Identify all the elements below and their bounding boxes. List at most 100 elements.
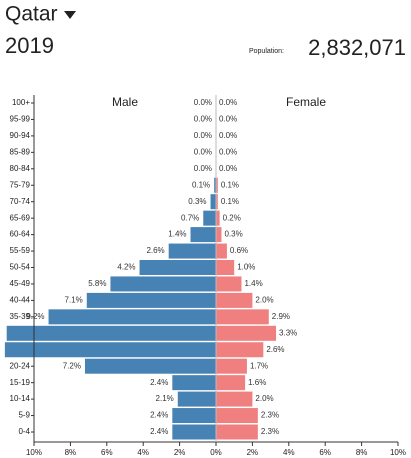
male-value-label: 7.2%	[63, 361, 81, 370]
female-value-label: 1.6%	[248, 378, 266, 387]
female-bar	[216, 177, 218, 193]
female-value-label: 0.1%	[221, 197, 239, 206]
age-label: 45-49	[10, 279, 31, 288]
male-bar	[214, 177, 216, 193]
female-value-label: 2.9%	[272, 312, 290, 321]
male-bar	[4, 342, 216, 358]
male-value-label: 0.0%	[194, 164, 212, 173]
male-value-label: 2.6%	[146, 246, 164, 255]
male-value-label: 4.2%	[117, 263, 135, 272]
age-label: 55-59	[10, 246, 31, 255]
female-value-label: 0.3%	[224, 230, 242, 239]
male-value-label: 1.4%	[168, 230, 186, 239]
population: 2,832,071	[308, 35, 406, 60]
female-value-label: 0.0%	[219, 164, 237, 173]
x-tick-label: 4%	[137, 448, 149, 457]
male-value-label: 0.0%	[194, 147, 212, 156]
dropdown-arrow[interactable]	[64, 11, 76, 19]
female-bar	[216, 358, 247, 374]
male-bar	[172, 408, 216, 424]
female-value-label: 0.1%	[221, 180, 239, 189]
age-label: 85-89	[10, 147, 31, 156]
female-value-label: 0.0%	[219, 147, 237, 156]
female-value-label: 1.4%	[244, 279, 262, 288]
male-bar	[84, 358, 217, 374]
x-tick-label: 8%	[65, 448, 77, 457]
male-value-label: 9.2%	[26, 312, 44, 321]
male-bar	[203, 210, 216, 226]
female-value-label: 0.2%	[223, 213, 241, 222]
age-label: 35-39	[10, 312, 31, 321]
age-label: 75-79	[10, 180, 31, 189]
female-value-label: 2.6%	[266, 345, 284, 354]
female-bar	[216, 292, 253, 308]
male-value-label: 0.1%	[192, 180, 210, 189]
female-value-label: 0.0%	[219, 131, 237, 140]
male-bar	[172, 424, 216, 440]
male-value-label: 2.1%	[156, 394, 174, 403]
female-bar	[216, 210, 220, 226]
male-value-label: 0.0%	[194, 115, 212, 124]
female-bar	[216, 260, 235, 275]
male-bar	[139, 260, 216, 275]
male-value-label: 5.8%	[88, 279, 106, 288]
age-label: 5-9	[18, 411, 30, 420]
age-label: 65-69	[10, 213, 31, 222]
female-bar	[216, 227, 222, 243]
age-label: 20-24	[10, 361, 31, 370]
male-value-label: 2.4%	[150, 378, 168, 387]
age-label: 70-74	[10, 197, 31, 206]
male-value-label: 2.4%	[150, 411, 168, 420]
female-value-label: 1.7%	[250, 361, 268, 370]
female-value-label: 0.6%	[230, 246, 248, 255]
age-label: 40-44	[10, 296, 31, 305]
x-tick-label: 2%	[174, 448, 186, 457]
female-value-label: 1.0%	[237, 263, 255, 272]
age-label: 60-64	[10, 230, 31, 239]
age-label: 50-54	[10, 263, 31, 272]
age-label: 95-99	[10, 115, 31, 124]
male-value-label: 0.3%	[188, 197, 206, 206]
age-label: 0-4	[18, 427, 30, 436]
male-bar	[168, 243, 216, 259]
x-tick-label: 4%	[283, 448, 295, 457]
female-value-label: 2.3%	[261, 427, 279, 436]
female-bar	[216, 408, 258, 424]
male-value-label: 0.7%	[181, 213, 199, 222]
x-tick-label: 10%	[390, 448, 406, 457]
male-bar	[210, 194, 216, 210]
female-bar	[216, 309, 269, 325]
male-value-label: 0.0%	[194, 98, 212, 107]
female-bar	[216, 243, 227, 259]
female-bar	[216, 391, 253, 407]
male-bar	[190, 227, 216, 243]
x-tick-label: 10%	[26, 448, 42, 457]
female-bar	[216, 375, 246, 391]
female-value-label: 2.0%	[255, 394, 273, 403]
female-header: Female	[286, 95, 326, 109]
male-bar	[6, 325, 217, 341]
female-value-label: 2.3%	[261, 411, 279, 420]
male-value-label: 2.4%	[150, 427, 168, 436]
female-bar	[216, 194, 218, 210]
female-bar	[216, 424, 258, 440]
male-bar	[86, 292, 216, 308]
population-label: Population:	[249, 48, 284, 55]
age-label: 15-19	[10, 378, 31, 387]
x-tick-label: 6%	[101, 448, 113, 457]
x-tick-label: 8%	[356, 448, 368, 457]
female-value-label: 0.0%	[219, 115, 237, 124]
female-bar	[216, 276, 242, 292]
male-header: Male	[112, 95, 138, 109]
age-label: 10-14	[10, 394, 31, 403]
male-value-label: 0.0%	[194, 131, 212, 140]
country-title: Qatar	[5, 3, 58, 26]
x-tick-label: 6%	[319, 448, 331, 457]
year: 2019	[5, 33, 54, 58]
female-value-label: 2.0%	[255, 296, 273, 305]
female-value-label: 3.3%	[279, 328, 297, 337]
age-label: 80-84	[10, 164, 31, 173]
x-tick-label: 0%	[210, 448, 222, 457]
